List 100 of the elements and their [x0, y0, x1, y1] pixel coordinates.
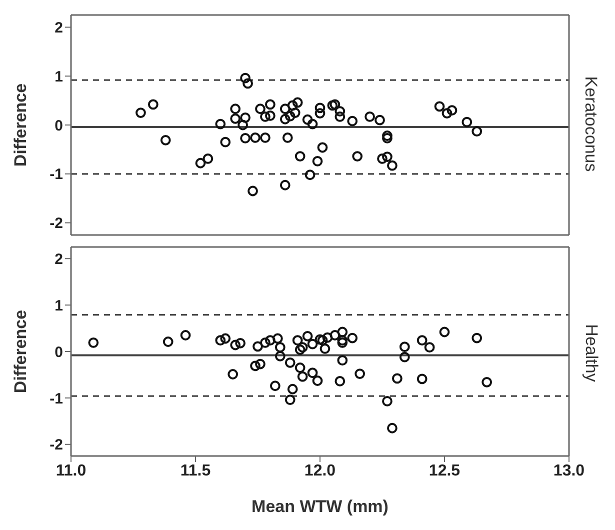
point — [148, 99, 158, 110]
point — [337, 355, 348, 366]
point — [399, 342, 410, 352]
point — [274, 350, 286, 362]
point — [270, 380, 280, 392]
text: Healthy — [581, 324, 602, 382]
point — [354, 368, 366, 379]
point — [439, 326, 450, 338]
point — [180, 330, 191, 340]
point — [265, 335, 276, 346]
point — [317, 142, 328, 153]
point — [250, 132, 260, 143]
text: Keratoconus — [581, 76, 602, 172]
y-axis-title: Difference — [11, 83, 30, 167]
x-tick-label: 11.5 — [180, 462, 211, 480]
point — [215, 335, 226, 346]
x-tick-label: 12.5 — [428, 462, 460, 480]
point — [250, 360, 260, 372]
x-tick-label: 12.0 — [304, 462, 336, 480]
point — [377, 154, 388, 164]
point — [352, 151, 363, 162]
point — [287, 384, 298, 394]
point — [230, 340, 241, 350]
point — [240, 72, 250, 84]
point — [472, 332, 482, 344]
point — [228, 369, 238, 380]
point — [314, 108, 326, 118]
point — [280, 104, 290, 114]
point — [416, 335, 428, 346]
point — [330, 99, 340, 110]
x-tick-label: 11.0 — [56, 462, 86, 480]
point — [202, 154, 214, 164]
point — [238, 120, 248, 130]
point — [230, 104, 241, 114]
point — [284, 394, 296, 405]
point — [337, 326, 348, 338]
point — [302, 330, 313, 342]
point — [265, 110, 276, 121]
point — [434, 101, 445, 112]
point — [292, 97, 303, 108]
point — [334, 376, 346, 386]
point — [272, 333, 283, 344]
point — [287, 100, 298, 111]
y-tick-label: 1 — [54, 297, 63, 314]
point — [387, 160, 398, 171]
point — [322, 332, 333, 343]
point — [312, 156, 323, 166]
point — [399, 352, 410, 362]
y-tick-label: 0 — [54, 344, 63, 361]
y-tick-label: 0 — [54, 117, 63, 134]
point — [334, 111, 346, 122]
point — [442, 108, 452, 118]
point — [255, 104, 266, 114]
point — [195, 158, 206, 168]
point — [297, 342, 308, 353]
point — [284, 111, 296, 122]
point — [240, 112, 250, 123]
y-tick-label: 2 — [54, 20, 63, 37]
y-tick-label: -2 — [50, 215, 63, 232]
point — [235, 338, 246, 348]
point — [252, 341, 263, 352]
point — [284, 357, 296, 368]
point — [320, 344, 330, 354]
y-tick-label: 1 — [54, 68, 63, 86]
point — [294, 344, 306, 355]
point — [364, 111, 375, 122]
point — [382, 152, 392, 162]
point — [424, 342, 435, 353]
point — [260, 132, 270, 143]
point — [314, 102, 326, 114]
point — [294, 151, 306, 162]
point — [382, 130, 392, 141]
point — [255, 358, 266, 370]
point — [240, 133, 250, 144]
point — [317, 335, 328, 346]
point — [292, 335, 303, 346]
point — [242, 78, 253, 89]
x-axis-title: Mean WTW (mm) — [252, 497, 388, 516]
point — [302, 114, 313, 125]
point — [290, 108, 300, 118]
point — [265, 99, 276, 110]
point — [334, 106, 346, 117]
point — [347, 332, 358, 344]
point — [330, 330, 340, 340]
y-tick-label: -2 — [50, 436, 63, 454]
point — [220, 333, 231, 344]
point — [260, 337, 270, 348]
point — [312, 376, 323, 386]
point — [280, 114, 290, 124]
point — [347, 116, 358, 126]
point — [374, 114, 385, 126]
y-axis-title: Difference — [11, 310, 30, 394]
point — [462, 116, 472, 128]
point — [88, 337, 99, 348]
point — [392, 373, 402, 384]
point — [160, 134, 171, 146]
point — [294, 362, 306, 373]
point — [307, 368, 318, 378]
point — [274, 342, 286, 353]
point — [472, 126, 482, 137]
